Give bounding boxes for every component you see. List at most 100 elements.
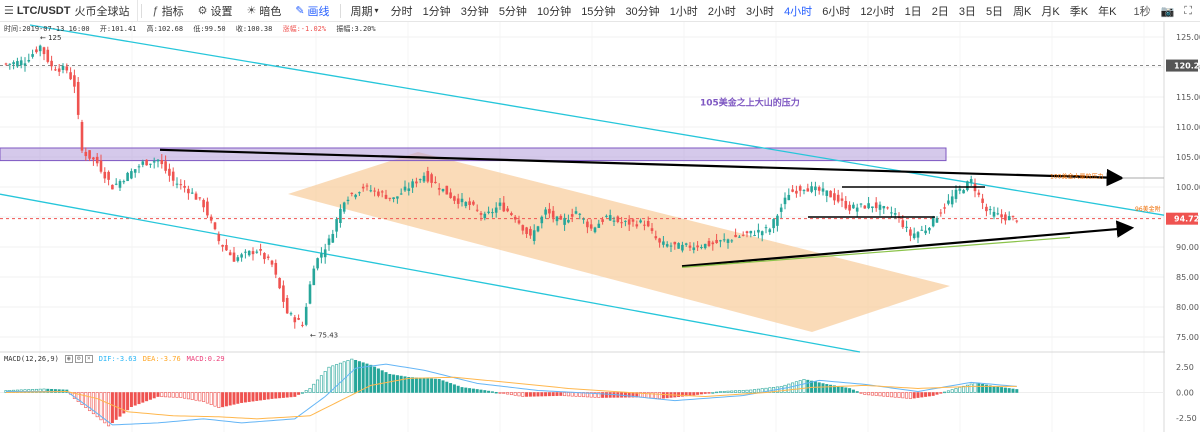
macd-histogram-bar — [285, 392, 289, 398]
macd-histogram-bar — [205, 392, 209, 404]
refresh-interval[interactable]: 1秒 — [1133, 6, 1151, 18]
macd-histogram-bar — [1000, 387, 1004, 393]
period-option[interactable]: 3日 — [958, 5, 976, 18]
macd-histogram-bar — [224, 392, 228, 407]
candle-body — [399, 193, 403, 195]
macd-histogram-bar — [753, 389, 757, 393]
y-tick-label: 80.00 — [1176, 303, 1199, 312]
period-option[interactable]: 5分钟 — [498, 5, 527, 18]
symbol-name: LTC/USDT — [16, 4, 71, 17]
candle-body — [893, 213, 897, 215]
period-option[interactable]: 季K — [1069, 5, 1089, 18]
candle-body — [384, 194, 388, 199]
period-option[interactable]: 3小时 — [745, 5, 775, 18]
macd-histogram-bar — [517, 392, 521, 397]
period-option[interactable]: 月K — [1041, 5, 1060, 18]
y-tick-label: 110.00 — [1176, 123, 1200, 132]
close-icon[interactable]: × — [84, 355, 93, 363]
macd-histogram-bar — [202, 392, 206, 402]
period-option[interactable]: 2小时 — [707, 5, 736, 18]
candle-body — [510, 213, 513, 216]
period-dropdown[interactable]: 周期 ▾ — [344, 0, 386, 22]
macd-histogram-bar — [361, 362, 365, 393]
period-option[interactable]: 12小时 — [860, 5, 895, 18]
macd-histogram-bar — [198, 392, 202, 402]
candle-body — [228, 252, 232, 256]
low-marker: ← 75.43 — [310, 331, 338, 339]
period-option[interactable]: 分时 — [390, 5, 413, 18]
candle-body — [772, 219, 775, 229]
candle-body — [620, 222, 623, 224]
candle-body — [380, 191, 384, 193]
candle-body — [187, 188, 190, 194]
macd-histogram-bar — [965, 384, 969, 393]
candle-body — [627, 219, 631, 225]
candle-body — [749, 230, 753, 234]
macd-histogram-bar — [821, 383, 825, 393]
macd-histogram-bar — [407, 377, 411, 393]
period-option[interactable]: 4小时 — [784, 5, 813, 18]
period-option[interactable]: 30分钟 — [625, 5, 660, 18]
camera-icon[interactable]: 📷 — [1160, 5, 1175, 18]
settings-button[interactable]: ⚙ 设置 — [191, 0, 240, 22]
candle-body — [107, 171, 110, 180]
candle-body — [795, 190, 798, 194]
period-option[interactable]: 1小时 — [669, 5, 698, 18]
macd-panel — [0, 358, 1164, 427]
candle-body — [669, 245, 673, 247]
candle-body — [114, 183, 118, 185]
indicators-button[interactable]: ƒ 指标 — [145, 0, 190, 22]
macd-histogram-bar — [696, 392, 700, 395]
candle-body — [855, 207, 859, 212]
candle-body — [722, 239, 726, 241]
symbol-selector[interactable]: ☰ LTC/USDT 火币全球站 — [0, 0, 139, 22]
macd-histogram-bar — [908, 392, 912, 399]
candle-body — [821, 188, 825, 192]
settings-icon[interactable]: ⚙ — [74, 355, 83, 363]
candle-body — [361, 186, 365, 189]
macd-histogram-bar — [688, 392, 692, 396]
candle-body — [441, 188, 445, 192]
macd-histogram-bar — [300, 392, 304, 394]
macd-histogram-bar — [1003, 387, 1007, 393]
period-list: 分时 1分钟 3分钟 5分钟 10分钟 15分钟 30分钟 1小时 2小时 3小时 4小时 6小时 12… — [386, 3, 1122, 19]
period-option[interactable]: 1分钟 — [422, 5, 451, 18]
price-tag-label: 120.24 — [1174, 62, 1200, 71]
period-option[interactable]: 15分钟 — [581, 5, 616, 18]
macd-histogram-bar — [992, 386, 996, 393]
macd-histogram-bar — [228, 392, 232, 406]
candle-body — [738, 236, 741, 238]
theme-button[interactable]: ☀ 暗色 — [239, 0, 288, 22]
candle-body — [703, 243, 707, 249]
macd-histogram-bar — [551, 392, 555, 397]
macd-tick-label: -2.50 — [1176, 414, 1197, 423]
macd-histogram-bar — [483, 390, 487, 393]
draw-button[interactable]: ✎ 画线 — [288, 0, 336, 22]
period-option[interactable]: 3分钟 — [460, 5, 489, 18]
period-option[interactable]: 2日 — [931, 5, 949, 18]
macd-histogram-bar — [217, 392, 221, 408]
candle-body — [924, 230, 927, 234]
macd-histogram-bar — [924, 392, 928, 397]
period-option[interactable]: 1日 — [904, 5, 922, 18]
macd-histogram-bar — [76, 392, 80, 402]
period-option[interactable]: 5日 — [985, 5, 1004, 18]
candle-body — [863, 205, 867, 209]
macd-histogram-bar — [418, 377, 422, 393]
period-option[interactable]: 6小时 — [822, 5, 851, 18]
fullscreen-icon[interactable]: ⛶ — [1184, 4, 1192, 17]
hide-icon[interactable]: ◉ — [64, 355, 73, 363]
candle-body — [586, 221, 589, 228]
candle-body — [981, 198, 984, 203]
candle-body — [415, 181, 418, 184]
candle-body — [251, 251, 255, 255]
period-option[interactable]: 10分钟 — [536, 5, 572, 18]
candle-body — [844, 200, 848, 209]
period-option[interactable]: 周K — [1013, 5, 1032, 18]
macd-histogram-bar — [232, 392, 236, 405]
candle-body — [27, 59, 31, 62]
candle-body — [988, 209, 992, 211]
period-option[interactable]: 年K — [1098, 5, 1117, 18]
macd-histogram-bar — [730, 390, 734, 393]
